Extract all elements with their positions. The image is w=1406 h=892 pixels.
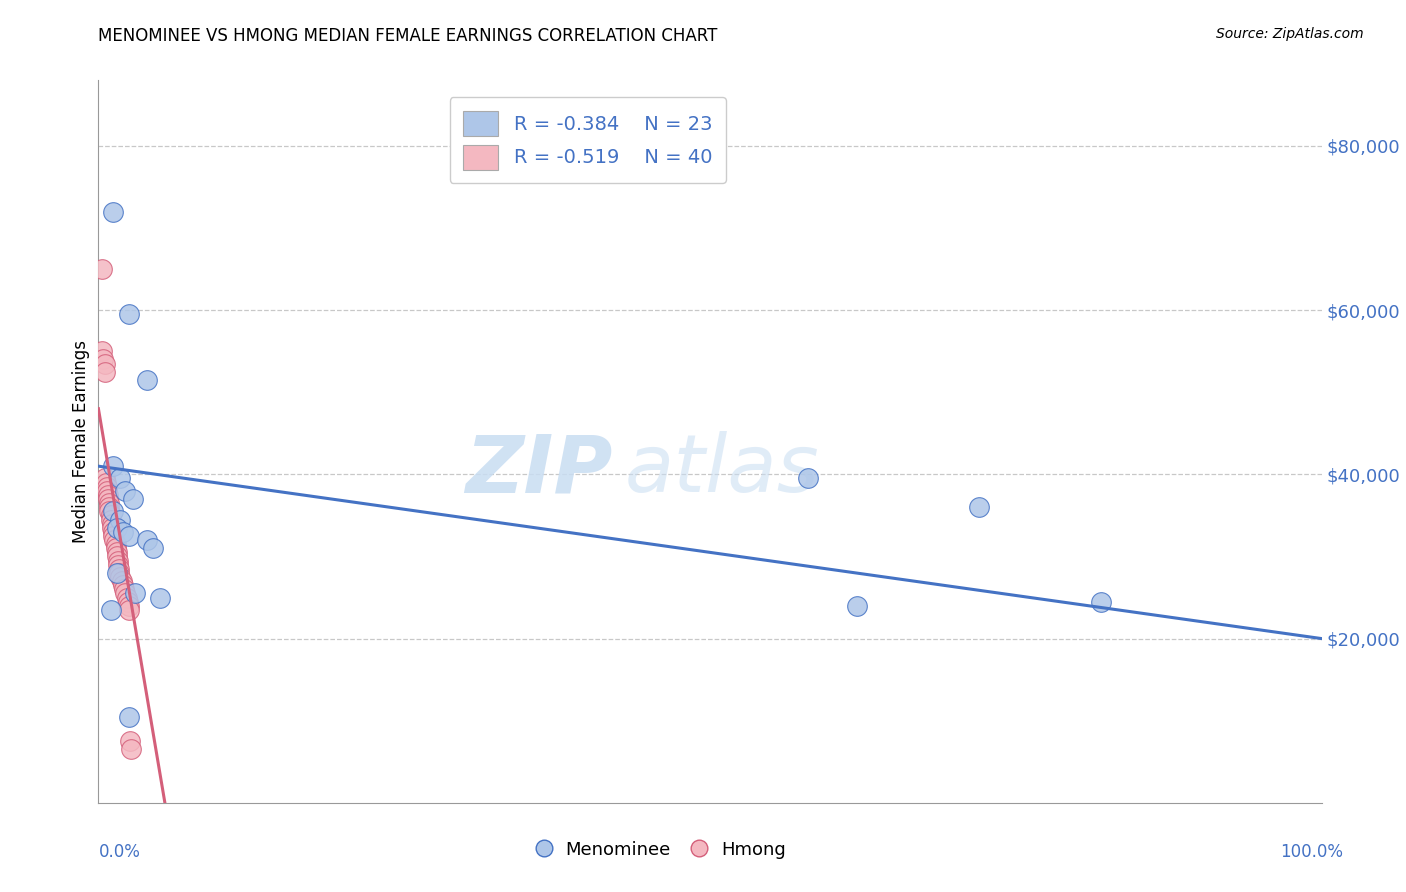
Point xyxy=(967,500,990,515)
Point xyxy=(101,504,124,518)
Point xyxy=(103,533,125,547)
Point xyxy=(107,558,129,572)
Point xyxy=(112,582,135,597)
Point xyxy=(118,603,141,617)
Point xyxy=(101,204,124,219)
Point xyxy=(96,483,118,498)
Point xyxy=(91,352,114,367)
Text: Source: ZipAtlas.com: Source: ZipAtlas.com xyxy=(1216,27,1364,41)
Point xyxy=(101,524,124,539)
Point xyxy=(114,586,136,600)
Point xyxy=(100,508,122,523)
Point xyxy=(97,491,120,506)
Point xyxy=(142,541,165,556)
Point xyxy=(105,549,128,564)
Point xyxy=(101,529,124,543)
Point xyxy=(120,742,142,756)
Point xyxy=(136,373,159,387)
Point xyxy=(104,537,127,551)
Point xyxy=(108,562,131,576)
Point xyxy=(114,483,136,498)
Point xyxy=(91,262,114,277)
Point xyxy=(110,512,132,526)
Point xyxy=(136,533,159,547)
Point xyxy=(105,545,128,559)
Point xyxy=(101,521,124,535)
Point xyxy=(1090,594,1112,608)
Point xyxy=(97,488,120,502)
Point xyxy=(107,553,129,567)
Point xyxy=(98,496,121,510)
Text: ZIP: ZIP xyxy=(465,432,612,509)
Y-axis label: Median Female Earnings: Median Female Earnings xyxy=(72,340,90,543)
Point xyxy=(118,529,141,543)
Text: 0.0%: 0.0% xyxy=(98,843,141,861)
Point xyxy=(108,566,131,580)
Point xyxy=(124,586,146,600)
Text: atlas: atlas xyxy=(624,432,820,509)
Point xyxy=(110,570,132,584)
Point xyxy=(93,357,115,371)
Point xyxy=(93,471,115,485)
Point xyxy=(118,307,141,321)
Point xyxy=(100,603,122,617)
Point xyxy=(797,471,820,485)
Point xyxy=(100,512,122,526)
Point xyxy=(98,500,121,515)
Point xyxy=(105,521,128,535)
Point xyxy=(115,591,138,605)
Point xyxy=(111,578,134,592)
Legend: Menominee, Hmong: Menominee, Hmong xyxy=(529,834,793,866)
Point xyxy=(91,344,114,359)
Text: MENOMINEE VS HMONG MEDIAN FEMALE EARNINGS CORRELATION CHART: MENOMINEE VS HMONG MEDIAN FEMALE EARNING… xyxy=(98,27,718,45)
Point xyxy=(93,365,115,379)
Point xyxy=(98,504,121,518)
Point xyxy=(118,709,141,723)
Point xyxy=(845,599,868,613)
Point xyxy=(101,516,124,531)
Point xyxy=(101,459,124,474)
Point xyxy=(149,591,172,605)
Text: 100.0%: 100.0% xyxy=(1279,843,1343,861)
Point xyxy=(121,491,143,506)
Point xyxy=(104,541,127,556)
Point xyxy=(118,599,141,613)
Point xyxy=(117,594,139,608)
Point xyxy=(111,524,134,539)
Point xyxy=(105,566,128,580)
Point xyxy=(120,734,142,748)
Point xyxy=(110,471,132,485)
Point xyxy=(96,480,118,494)
Point xyxy=(111,574,134,588)
Point xyxy=(94,475,117,490)
